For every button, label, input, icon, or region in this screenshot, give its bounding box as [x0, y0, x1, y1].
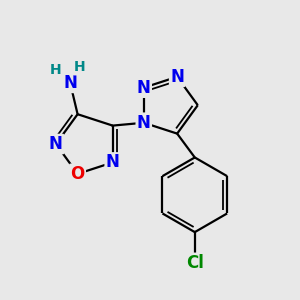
- Text: O: O: [70, 165, 85, 183]
- Text: N: N: [170, 68, 184, 86]
- Text: N: N: [49, 135, 63, 153]
- Text: H: H: [74, 60, 85, 74]
- Text: H: H: [50, 63, 61, 77]
- Text: N: N: [137, 79, 151, 97]
- Text: N: N: [137, 114, 151, 132]
- Text: N: N: [63, 74, 77, 92]
- Text: Cl: Cl: [186, 254, 204, 272]
- Text: N: N: [106, 154, 120, 172]
